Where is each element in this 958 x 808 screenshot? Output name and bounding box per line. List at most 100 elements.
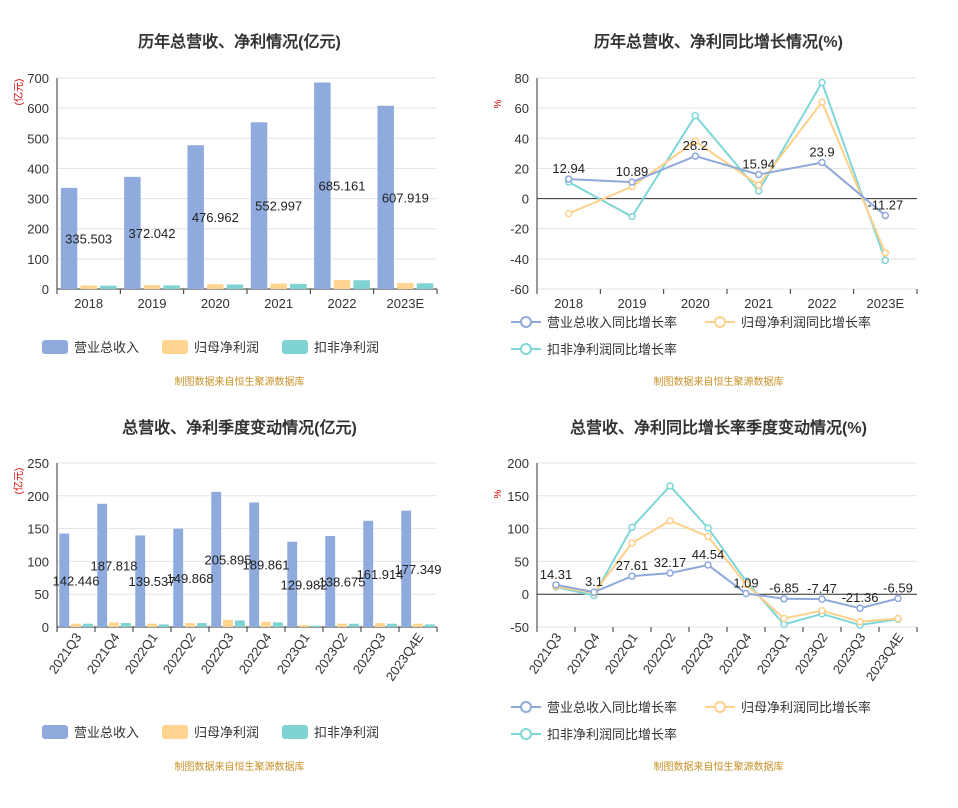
y-tick-label: -20 (510, 222, 529, 237)
annual-revenue-bar-chart: 0 100 200 300 400 500 600 700(亿元) 2018 2019 2020 20… (12, 71, 438, 311)
y-tick-label: 0 (522, 587, 529, 602)
legend-label: 营业总收入 (74, 340, 140, 355)
data-label: 10.89 (616, 164, 649, 179)
data-point (564, 175, 573, 183)
x-tick-label: 2022Q2 (640, 630, 679, 677)
panel-quarterly-growth: 总营收、净利同比增长率季度变动情况(%) -50 0 50 100 150 200% 202… (479, 404, 958, 808)
bar-deducted-profit (158, 624, 169, 627)
data-point (590, 588, 598, 596)
bar-revenue (250, 122, 268, 289)
legend-item-net[interactable]: 归母净利润 (162, 337, 259, 356)
bar-net-profit (375, 623, 385, 627)
data-point (754, 181, 763, 189)
legend-item-net[interactable]: 归母净利润 (162, 722, 259, 741)
series-line-0 (568, 155, 886, 217)
data-point (881, 256, 890, 265)
data-point (818, 98, 826, 106)
x-tick-label: 2021Q3 (46, 630, 85, 677)
bar-deducted-profit (196, 623, 207, 627)
x-tick-label: 2023Q1 (274, 630, 313, 677)
x-tick-label: 2023Q2 (792, 630, 831, 677)
data-label: 685.161 (319, 179, 366, 194)
data-point (691, 152, 700, 160)
data-point (628, 212, 636, 221)
data-label: 189.861 (243, 558, 290, 573)
legend-item-deducted-growth[interactable]: 扣非净利润同比增长率 (511, 724, 677, 743)
legend-item-revenue-growth[interactable]: 营业总收入同比增长率 (511, 697, 677, 716)
y-tick-label: 20 (515, 161, 529, 176)
source-note: 制图数据来自恒生聚源数据库 (174, 762, 305, 773)
bar-revenue (173, 528, 184, 627)
data-point (894, 614, 902, 623)
y-tick-label: 150 (507, 489, 529, 504)
data-label: 187.818 (91, 558, 138, 573)
data-point (754, 170, 763, 179)
bar-revenue (187, 145, 204, 289)
bar-net-profit (270, 283, 287, 289)
y-tick-label: 400 (27, 161, 49, 176)
data-point (818, 158, 826, 167)
y-tick-label: -50 (510, 620, 529, 635)
data-label: 139.537 (129, 574, 176, 589)
legend-item-net-growth[interactable]: 归母净利润同比增长率 (705, 697, 871, 716)
legend-item-revenue[interactable]: 营业总收入 (42, 722, 139, 741)
data-label: 476.962 (192, 210, 239, 225)
data-point (666, 482, 674, 490)
bar-net-profit (71, 623, 81, 627)
y-tick-label: 700 (27, 71, 49, 86)
annual-growth-line-chart: -60 -40 -20 0 20 40 60 80% 2018 2019 2020 2021 2022 2… (493, 71, 918, 311)
bar-net-profit (413, 623, 423, 627)
data-point (704, 561, 712, 569)
data-point (754, 187, 763, 195)
series-line-1 (555, 519, 899, 623)
data-label: 177.349 (395, 562, 442, 577)
data-point (780, 594, 788, 603)
x-tick-label: 2022Q1 (122, 630, 161, 677)
bar-net-profit (299, 625, 309, 627)
data-point (628, 178, 636, 186)
y-tick-label: 50 (515, 554, 529, 569)
x-tick-label: 2019 (618, 296, 647, 311)
y-tick-label: 200 (27, 222, 49, 237)
data-label: -6.85 (769, 581, 799, 596)
bar-deducted-profit (100, 285, 117, 289)
data-point (628, 539, 636, 547)
bar-revenue (211, 491, 222, 627)
y-tick-label: 250 (27, 456, 49, 471)
legend-item-deducted[interactable]: 扣非净利润 (282, 337, 379, 356)
data-point (704, 532, 712, 541)
x-tick-label: 2023E (387, 296, 425, 311)
legend-label: 营业总收入同比增长率 (547, 315, 678, 330)
data-point (666, 569, 674, 577)
data-point (742, 589, 750, 598)
bar-deducted-profit (386, 623, 397, 627)
data-point (856, 618, 864, 626)
x-tick-label: 2018 (74, 296, 103, 311)
data-label: 27.61 (616, 558, 649, 573)
bar-deducted-profit (82, 623, 93, 627)
bar-deducted-profit (290, 283, 307, 289)
data-point (780, 614, 788, 623)
x-tick-label: 2022Q3 (678, 630, 717, 677)
data-point (856, 604, 864, 612)
x-tick-label: 2023Q4E (863, 630, 907, 684)
legend-item-revenue-growth[interactable]: 营业总收入同比增长率 (511, 312, 677, 331)
data-label: -7.47 (807, 581, 837, 596)
bar-deducted-profit (348, 623, 359, 627)
data-label: 15.94 (742, 157, 775, 172)
legend-item-deducted[interactable]: 扣非净利润 (282, 722, 379, 741)
bar-net-profit (333, 279, 351, 289)
legend-item-net-growth[interactable]: 归母净利润同比增长率 (705, 312, 871, 331)
x-tick-label: 2023Q4E (383, 630, 427, 684)
x-tick-label: 2021 (744, 296, 773, 311)
bar-deducted-profit (234, 620, 245, 627)
data-label: 205.895 (205, 552, 252, 567)
legend-item-revenue[interactable]: 营业总收入 (42, 337, 139, 356)
data-label: 32.17 (654, 555, 687, 570)
y-tick-label: 0 (522, 192, 529, 207)
legend-label: 归母净利润 (194, 725, 260, 740)
x-tick-label: 2021Q4 (84, 630, 123, 677)
bar-net-profit (109, 622, 119, 627)
data-label: 3.1 (585, 574, 603, 589)
legend-item-deducted-growth[interactable]: 扣非净利润同比增长率 (511, 339, 677, 358)
